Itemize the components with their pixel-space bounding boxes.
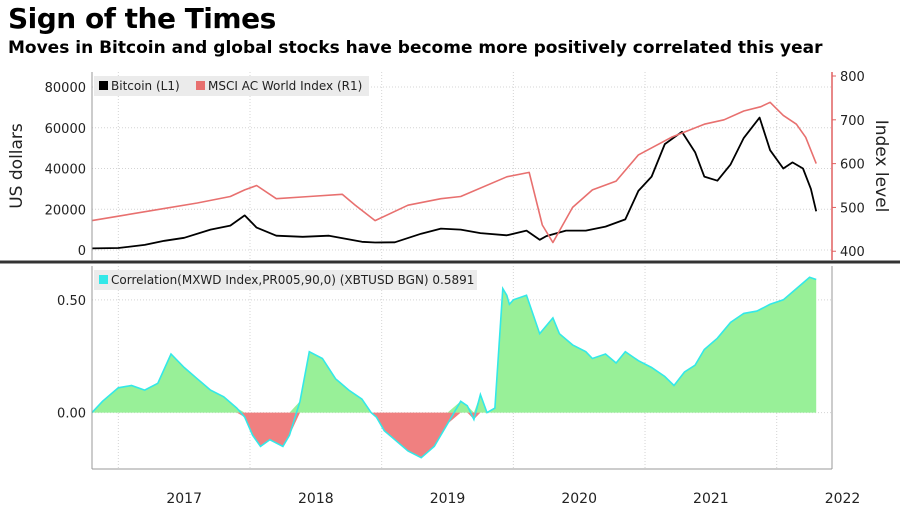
top-left-ticks: 80000 60000 40000 20000 0 [45, 81, 86, 259]
x-tick-label: 2019 [430, 491, 466, 507]
bottom-legend-bg [94, 270, 477, 290]
bottom-tick-label: 0.00 [57, 407, 86, 422]
top-legend-bg [94, 76, 369, 96]
x-tick-label: 2021 [693, 491, 729, 507]
legend-label-msci: MSCI AC World Index (R1) [208, 79, 362, 93]
right-tick-label: 500 [840, 201, 865, 216]
correlation-area [91, 276, 817, 459]
x-tick-label: 2020 [561, 491, 597, 507]
right-tick-label: 700 [840, 114, 865, 129]
left-axis-label: US dollars [7, 123, 27, 209]
left-tick-label: 0 [78, 244, 86, 259]
x-tick-label: 2017 [166, 491, 202, 507]
right-tick-label: 400 [840, 245, 865, 260]
bottom-tick-label: 0.50 [57, 294, 86, 309]
legend-label-correlation: Correlation(MXWD Index,PR005,90,0) (XBTU… [111, 273, 474, 287]
bitcoin-line [91, 116, 818, 250]
bottom-legend: Correlation(MXWD Index,PR005,90,0) (XBTU… [94, 270, 477, 290]
correlation-positive-fill [92, 277, 817, 413]
msci-line [91, 101, 817, 244]
right-tick-label: 800 [840, 70, 865, 85]
bottom-y-ticks: 0.50 0.00 [57, 294, 86, 422]
top-gridlines [92, 72, 832, 260]
correlation-negative-fill [92, 412, 817, 458]
chart-title: Sign of the Times [8, 2, 276, 35]
price-lines [91, 101, 818, 250]
left-tick-label: 20000 [45, 203, 86, 218]
legend-swatch-correlation [99, 275, 108, 284]
legend-swatch-bitcoin [99, 81, 108, 90]
left-tick-label: 40000 [45, 163, 86, 178]
right-axis-label: Index level [871, 120, 891, 213]
left-tick-label: 80000 [45, 81, 86, 96]
x-tick-label: 2018 [298, 491, 334, 507]
x-ticks: 2017 2018 2019 2020 2021 2022 [166, 491, 860, 507]
x-tick-label: 2022 [825, 491, 861, 507]
top-right-ticks: 800 700 600 500 400 [832, 70, 865, 260]
left-tick-label: 60000 [45, 122, 86, 137]
chart-subtitle: Moves in Bitcoin and global stocks have … [8, 38, 823, 58]
legend-label-bitcoin: Bitcoin (L1) [111, 79, 180, 93]
legend-swatch-msci [196, 81, 205, 90]
correlation-line [91, 276, 817, 459]
top-legend: Bitcoin (L1) MSCI AC World Index (R1) [94, 76, 369, 96]
right-tick-label: 600 [840, 158, 865, 173]
